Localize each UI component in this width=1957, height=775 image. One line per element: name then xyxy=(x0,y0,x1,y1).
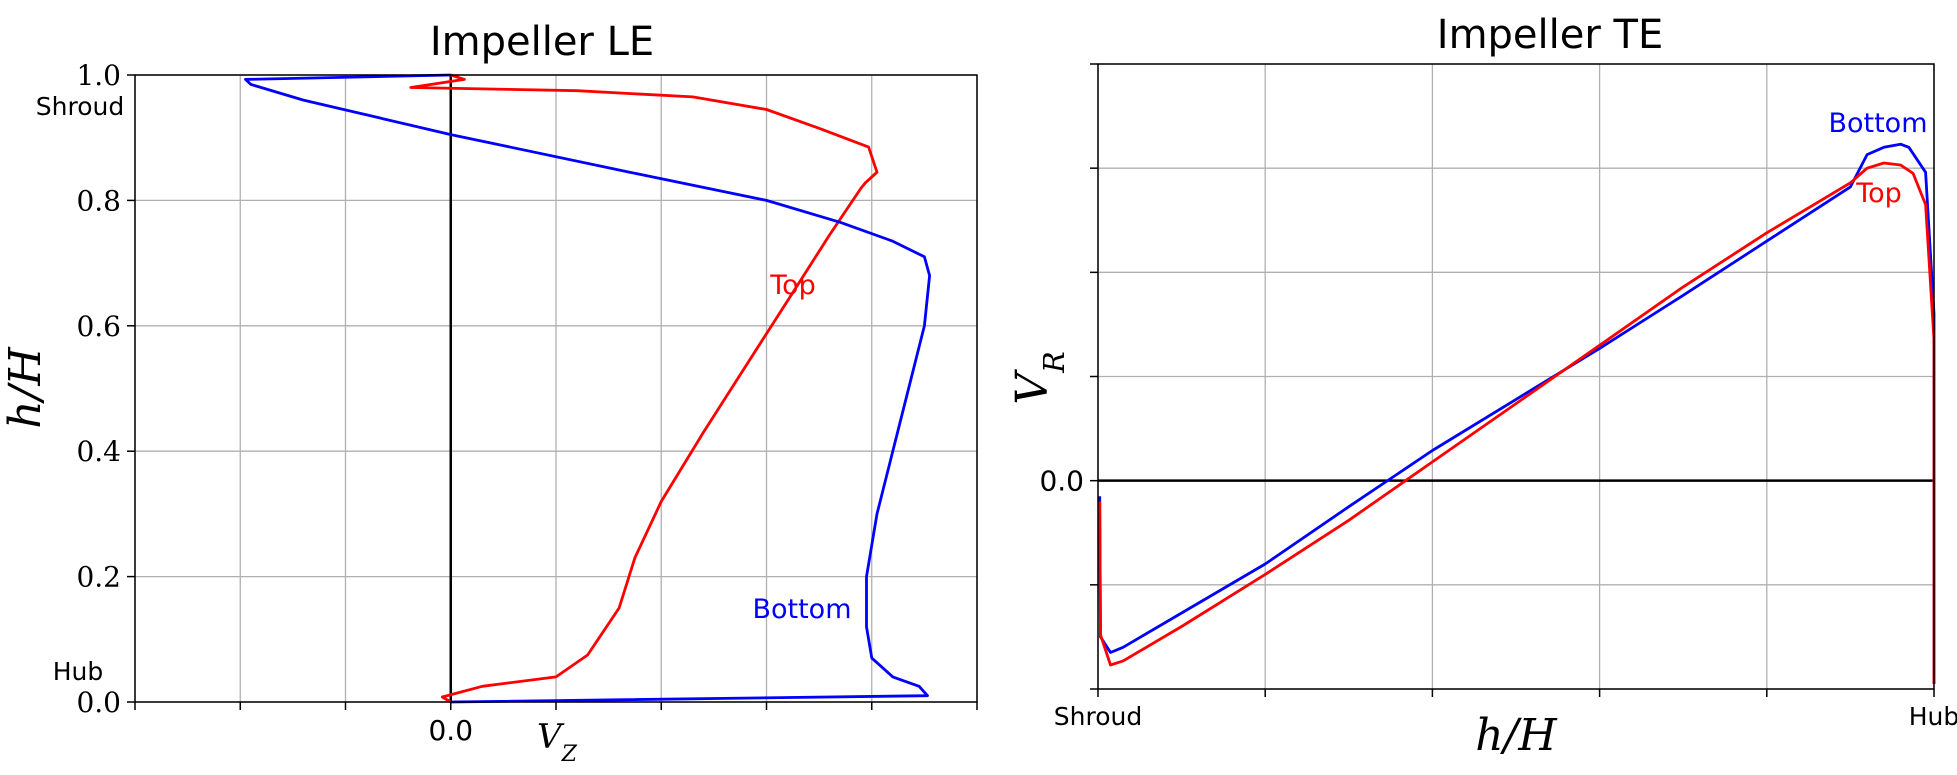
axis-ticks: Shroud Hub 0.0 xyxy=(1039,63,1957,731)
chart-title: Impeller TE xyxy=(1437,12,1663,58)
y-tick-label: 0.4 xyxy=(76,435,121,468)
series-label-top: Top xyxy=(769,270,816,301)
x-tick-label: Hub xyxy=(1909,702,1957,731)
x-axis-label: h/H xyxy=(1475,710,1558,761)
y-tick-label: 0.0 xyxy=(76,686,121,719)
x-tick-label: 0.0 xyxy=(428,714,473,747)
series-label-top: Top xyxy=(1855,178,1902,209)
y-tick-label: 0.0 xyxy=(1039,465,1084,498)
series-group xyxy=(244,73,931,704)
series-label-bottom: Bottom xyxy=(752,594,851,625)
x-tick-label: Shroud xyxy=(1054,702,1142,731)
series-line-top xyxy=(1098,161,1936,684)
series-line-bottom xyxy=(244,73,931,704)
y-tick-label: 0.6 xyxy=(76,310,121,343)
axis-ticks: 0.0 0.0 0.2 0.4 0.6 0.8 1.0 xyxy=(76,59,978,747)
chart-title: Impeller LE xyxy=(430,19,654,65)
y-axis-label: VR xyxy=(1007,351,1071,404)
y-tick-label: 0.2 xyxy=(76,561,121,594)
y-axis-label: h/H xyxy=(0,346,51,429)
series-line-bottom xyxy=(1098,142,1936,684)
annotation-hub: Hub xyxy=(53,657,104,686)
annotation-shroud: Shroud xyxy=(36,92,124,121)
y-tick-label: 1.0 xyxy=(76,59,121,92)
series-group xyxy=(1098,142,1936,684)
x-axis-label: VZ xyxy=(537,717,578,767)
chart-impeller-te: Shroud Hub 0.0 Impeller TE h/H VR Top Bott… xyxy=(1007,12,1957,761)
chart-impeller-le: 0.0 0.0 0.2 0.4 0.6 0.8 1.0 Impeller LE VZ h/H… xyxy=(0,19,978,767)
y-tick-label: 0.8 xyxy=(76,184,121,217)
grid-lines xyxy=(1097,63,1935,690)
series-label-bottom: Bottom xyxy=(1828,108,1927,139)
series-line-top xyxy=(409,73,879,704)
